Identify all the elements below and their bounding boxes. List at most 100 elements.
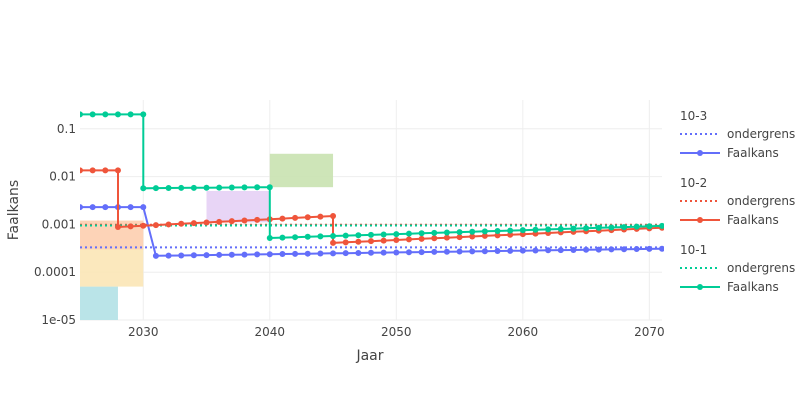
data-point [89, 204, 96, 211]
data-point [89, 111, 96, 118]
legend-label: Faalkans [727, 146, 779, 160]
data-point [292, 234, 299, 241]
data-point [633, 223, 640, 230]
data-point [507, 231, 514, 238]
shaded-region [80, 286, 118, 320]
data-point [456, 229, 463, 236]
data-point [519, 247, 526, 254]
data-point [80, 167, 83, 174]
data-point [127, 204, 134, 211]
data-point [114, 111, 121, 118]
data-point [279, 251, 286, 258]
legend-item-faalkans-10-1[interactable]: Faalkans [680, 280, 779, 294]
data-point [266, 251, 273, 258]
data-point [216, 251, 223, 258]
data-point [418, 235, 425, 242]
data-point [127, 111, 134, 118]
data-point [304, 214, 311, 221]
data-point [178, 184, 185, 191]
data-point [443, 248, 450, 255]
data-point [532, 247, 539, 254]
data-point [557, 247, 564, 254]
legend-item-ondergrens-10-2[interactable]: ondergrens [680, 194, 795, 208]
data-point [519, 227, 526, 234]
data-point [203, 252, 210, 259]
data-point [114, 224, 121, 231]
shaded-regions [80, 153, 334, 320]
data-point [659, 222, 664, 229]
series-10-2 [80, 167, 664, 246]
legend-item-ondergrens-10-1[interactable]: ondergrens [680, 261, 795, 275]
data-point [140, 204, 147, 211]
data-point [216, 218, 223, 225]
y-axis-label: Faalkans [6, 180, 22, 240]
data-point [165, 221, 172, 228]
data-point [570, 225, 577, 232]
data-point [608, 246, 615, 253]
legend-group-title: 10-3 [680, 109, 707, 123]
data-point [80, 111, 83, 118]
data-point [431, 229, 438, 236]
legend-item-ondergrens-10-3[interactable]: ondergrens [680, 127, 795, 141]
data-point [545, 226, 552, 233]
data-point [507, 227, 514, 234]
data-point [570, 246, 577, 253]
x-tick-label: 2050 [381, 325, 412, 339]
data-point [254, 184, 261, 191]
data-point [368, 231, 374, 238]
data-point [418, 230, 425, 237]
data-point [330, 250, 337, 257]
data-point [608, 224, 615, 231]
legend-item-faalkans-10-3[interactable]: Faalkans [680, 146, 779, 160]
data-point [380, 249, 387, 256]
data-point [633, 246, 640, 253]
x-tick-label: 2040 [255, 325, 286, 339]
y-tick-label: 0.001 [42, 217, 76, 231]
legend-item-faalkans-10-2[interactable]: Faalkans [680, 213, 779, 227]
legend-label: Faalkans [727, 280, 779, 294]
data-point [317, 233, 324, 240]
data-point [481, 248, 488, 255]
legend-label: Faalkans [727, 213, 779, 227]
data-point [190, 252, 197, 259]
data-point [646, 245, 653, 252]
legend-label: ondergrens [727, 194, 795, 208]
legend-group-title: 10-1 [680, 243, 707, 257]
legend[interactable]: 10-3 ondergrens Faalkans 10-2 ondergrens Faal… [680, 109, 795, 294]
data-point [393, 249, 400, 256]
series-10-3 [80, 204, 664, 259]
data-point [317, 213, 324, 220]
x-tick-label: 2070 [634, 325, 665, 339]
shaded-region [206, 190, 270, 223]
data-point [102, 167, 109, 174]
data-point [241, 251, 248, 258]
data-point [380, 237, 387, 244]
data-point [279, 215, 286, 222]
data-point [152, 222, 159, 229]
data-point [507, 247, 514, 254]
data-point [342, 239, 349, 246]
data-point [393, 231, 400, 238]
data-point [140, 222, 147, 229]
data-point [266, 184, 273, 191]
y-tick-label: 0.1 [57, 122, 76, 136]
data-point [469, 228, 476, 235]
data-point [469, 248, 476, 255]
data-point [140, 111, 147, 118]
legend-marker-swatch [697, 150, 703, 156]
data-point [228, 218, 235, 225]
data-point [443, 234, 450, 241]
data-point [368, 249, 374, 256]
data-point [140, 185, 147, 192]
data-point [102, 204, 109, 211]
data-point [494, 248, 501, 255]
data-point [266, 234, 273, 241]
data-point [279, 234, 286, 241]
data-point [405, 249, 412, 256]
data-point [595, 246, 602, 253]
series-lines [80, 111, 664, 259]
data-point [405, 236, 412, 243]
data-point [317, 250, 324, 257]
data-point [102, 111, 109, 118]
data-point [355, 238, 362, 245]
